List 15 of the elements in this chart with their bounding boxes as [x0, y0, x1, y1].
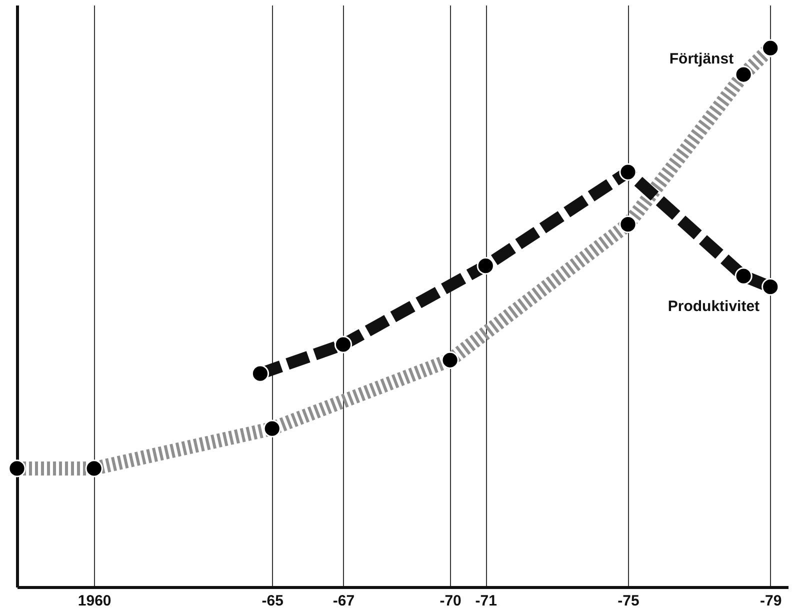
- series-label: Förtjänst: [669, 50, 734, 68]
- x-tick-label: -65: [262, 592, 284, 610]
- point: [334, 336, 352, 354]
- x-tick-label: -71: [475, 592, 497, 610]
- point: [619, 163, 637, 181]
- point: [762, 278, 780, 296]
- x-tick-label: -79: [760, 592, 782, 610]
- x-tick-label: -70: [440, 592, 462, 610]
- point: [476, 257, 494, 275]
- point: [251, 364, 270, 382]
- series-label: Produktivitet: [668, 298, 760, 316]
- x-tick-label: 1960: [78, 592, 112, 610]
- x-tick-label: -75: [618, 592, 640, 610]
- x-tick-label: -67: [332, 592, 355, 610]
- point: [734, 267, 752, 285]
